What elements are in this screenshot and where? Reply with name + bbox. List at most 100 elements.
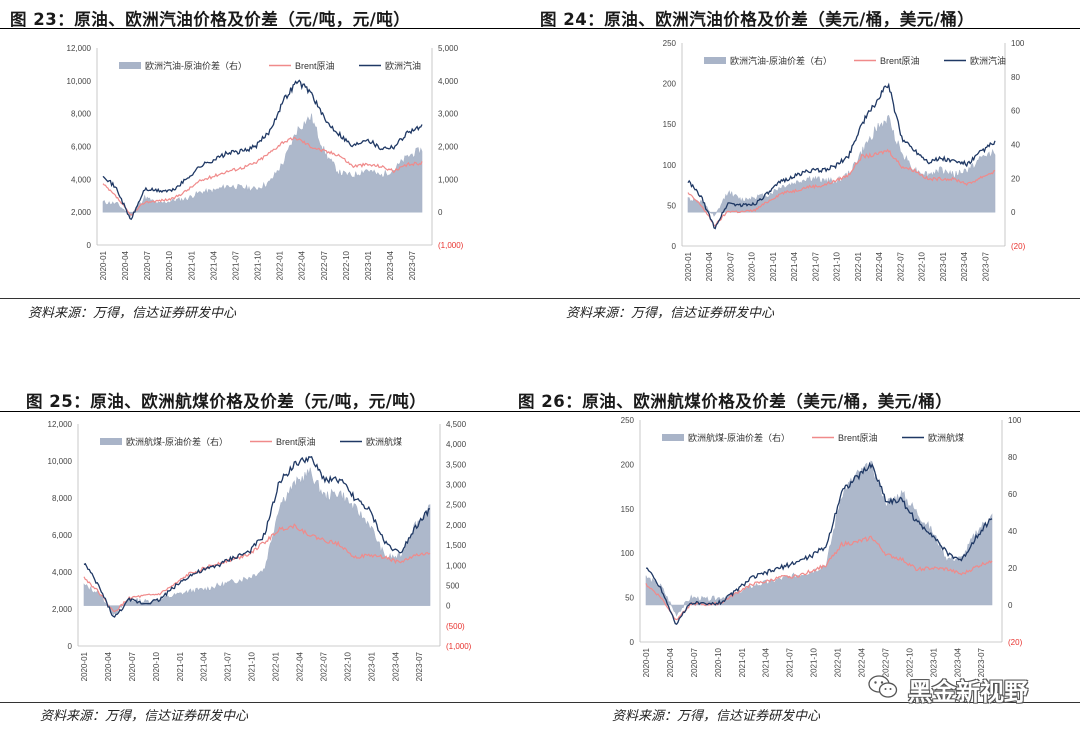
right-tick-label: 3,000 bbox=[438, 110, 459, 119]
legend-label-product: 欧洲航煤 bbox=[366, 436, 402, 447]
right-tick-label: 4,000 bbox=[446, 440, 467, 449]
figure-title: 图 23：原油、欧洲汽油价格及价差（元/吨，元/吨） bbox=[10, 10, 411, 29]
figure-title: 图 26：原油、欧洲航煤价格及价差（美元/桶，美元/桶） bbox=[518, 392, 953, 411]
left-tick-label: 0 bbox=[87, 241, 92, 250]
right-tick-label: 20 bbox=[1008, 564, 1017, 573]
figure-title: 图 24：原油、欧洲汽油价格及价差（美元/桶，美元/桶） bbox=[540, 10, 975, 29]
x-tick-label: 2023-07 bbox=[977, 647, 986, 677]
x-tick-label: 2022-07 bbox=[881, 647, 890, 677]
wechat-icon bbox=[868, 675, 898, 698]
x-tick-label: 2023-01 bbox=[939, 251, 948, 281]
right-tick-label: 0 bbox=[446, 602, 451, 611]
left-tick-label: 12,000 bbox=[48, 420, 73, 429]
left-tick-label: 6,000 bbox=[52, 531, 73, 540]
left-tick-label: 0 bbox=[630, 638, 635, 647]
right-tick-label: 1,000 bbox=[446, 561, 467, 570]
x-tick-label: 2021-07 bbox=[224, 651, 233, 681]
legend-label-brent: Brent原油 bbox=[295, 60, 335, 71]
x-tick-label: 2021-04 bbox=[762, 647, 771, 677]
legend-label-spread: 欧洲汽油-原油价差（右） bbox=[730, 55, 832, 66]
x-tick-label: 2020-01 bbox=[80, 651, 89, 681]
right-tick-label: 4,000 bbox=[438, 77, 459, 86]
left-tick-label: 150 bbox=[621, 505, 635, 514]
x-tick-label: 2022-07 bbox=[896, 251, 905, 281]
x-tick-label: 2022-04 bbox=[296, 651, 305, 681]
x-tick-label: 2020-10 bbox=[165, 250, 174, 280]
right-tick-label: 1,500 bbox=[446, 541, 467, 550]
right-tick-label: 2,000 bbox=[438, 143, 459, 152]
x-tick-label: 2021-10 bbox=[254, 250, 263, 280]
legend-label-product: 欧洲汽油 bbox=[385, 60, 421, 71]
left-tick-label: 2,000 bbox=[71, 208, 92, 217]
right-tick-label: (1,000) bbox=[446, 642, 472, 651]
left-tick-label: 150 bbox=[663, 120, 677, 129]
right-tick-label: 0 bbox=[1008, 601, 1013, 610]
x-tick-label: 2020-10 bbox=[714, 647, 723, 677]
left-tick-label: 4,000 bbox=[71, 175, 92, 184]
x-tick-label: 2022-10 bbox=[905, 647, 914, 677]
x-tick-label: 2022-01 bbox=[834, 647, 843, 677]
right-tick-label: 100 bbox=[1011, 39, 1025, 48]
watermark-text: 黑金新视野 bbox=[908, 678, 1028, 706]
source-note: 资料来源：万得，信达证券研发中心 bbox=[28, 306, 237, 321]
x-tick-label: 2020-04 bbox=[104, 651, 113, 681]
title-rule bbox=[540, 28, 1080, 29]
title-rule bbox=[0, 28, 540, 29]
x-tick-label: 2020-07 bbox=[128, 651, 137, 681]
x-tick-label: 2020-07 bbox=[726, 251, 735, 281]
x-tick-label: 2021-07 bbox=[786, 647, 795, 677]
figure-title: 图 25：原油、欧洲航煤价格及价差（元/吨，元/吨） bbox=[26, 392, 427, 411]
x-tick-label: 2023-01 bbox=[364, 250, 373, 280]
legend-label-brent: Brent原油 bbox=[276, 436, 316, 447]
x-tick-label: 2022-10 bbox=[343, 651, 352, 681]
x-tick-label: 2022-10 bbox=[342, 250, 351, 280]
right-tick-label: (500) bbox=[446, 622, 465, 631]
x-tick-label: 2023-04 bbox=[391, 651, 400, 681]
x-tick-label: 2020-07 bbox=[143, 250, 152, 280]
x-tick-label: 2022-01 bbox=[276, 250, 285, 280]
left-tick-label: 50 bbox=[667, 201, 676, 210]
spread-area-series bbox=[687, 114, 996, 217]
x-tick-label: 2020-04 bbox=[666, 647, 675, 677]
source-note: 资料来源：万得，信达证券研发中心 bbox=[566, 306, 775, 321]
legend-label-brent: Brent原油 bbox=[880, 55, 920, 66]
chart-figure-24: 0 50 100 150 200 250 (20) 0 20 40 60 80 100 2020-01 20… bbox=[663, 39, 1026, 281]
left-tick-label: 4,000 bbox=[52, 568, 73, 577]
right-tick-label: (20) bbox=[1011, 242, 1026, 251]
source-note: 资料来源：万得，信达证券研发中心 bbox=[612, 709, 821, 724]
x-tick-label: 2023-07 bbox=[415, 651, 424, 681]
right-tick-label: 2,000 bbox=[446, 521, 467, 530]
x-tick-label: 2023-04 bbox=[953, 647, 962, 677]
right-tick-label: 20 bbox=[1011, 174, 1020, 183]
spread-area-series bbox=[645, 460, 993, 617]
x-tick-label: 2023-04 bbox=[386, 250, 395, 280]
x-tick-label: 2023-01 bbox=[367, 651, 376, 681]
legend-label-spread: 欧洲汽油-原油价差（右） bbox=[145, 60, 247, 71]
right-tick-label: 0 bbox=[438, 208, 443, 217]
left-tick-label: 10,000 bbox=[48, 457, 73, 466]
watermark: 黑金新视野 bbox=[868, 672, 1068, 706]
right-tick-label: 5,000 bbox=[438, 44, 459, 53]
right-tick-label: 80 bbox=[1008, 453, 1017, 462]
x-tick-label: 2023-01 bbox=[929, 647, 938, 677]
x-tick-label: 2021-07 bbox=[231, 250, 240, 280]
product-line-series bbox=[645, 461, 993, 626]
product-line-series bbox=[102, 79, 423, 221]
x-tick-label: 2022-07 bbox=[320, 250, 329, 280]
x-tick-label: 2022-04 bbox=[858, 647, 867, 677]
left-tick-label: 8,000 bbox=[71, 110, 92, 119]
left-tick-label: 100 bbox=[663, 161, 677, 170]
x-tick-label: 2022-10 bbox=[918, 251, 927, 281]
legend-label-product: 欧洲航煤 bbox=[928, 432, 964, 443]
x-tick-label: 2023-07 bbox=[981, 251, 990, 281]
right-tick-label: 80 bbox=[1011, 73, 1020, 82]
source-rule bbox=[540, 298, 1080, 299]
chart-figure-23: 0 2,000 4,000 6,000 8,000 10,000 12,000 (1,000)… bbox=[67, 44, 464, 280]
x-tick-label: 2021-10 bbox=[248, 651, 257, 681]
x-tick-label: 2021-01 bbox=[187, 250, 196, 280]
right-tick-label: 40 bbox=[1011, 141, 1020, 150]
x-tick-label: 2021-04 bbox=[209, 250, 218, 280]
right-tick-label: 1,000 bbox=[438, 175, 459, 184]
left-tick-label: 0 bbox=[68, 642, 73, 651]
x-tick-label: 2021-10 bbox=[810, 647, 819, 677]
